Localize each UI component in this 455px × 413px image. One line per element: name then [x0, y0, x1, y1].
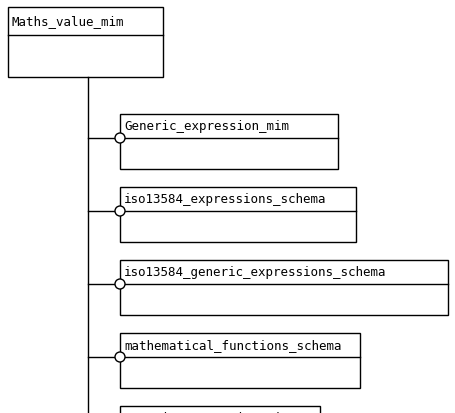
Circle shape	[115, 352, 125, 362]
Text: Generic_expression_mim: Generic_expression_mim	[124, 120, 289, 133]
Text: iso13584_expressions_schema: iso13584_expressions_schema	[124, 193, 327, 206]
Circle shape	[115, 279, 125, 289]
Bar	[8, 8, 163, 78]
Bar	[120, 260, 448, 315]
Bar	[120, 406, 320, 413]
Bar	[120, 188, 356, 242]
Text: Numeric_expression_mim: Numeric_expression_mim	[124, 411, 289, 413]
Text: iso13584_generic_expressions_schema: iso13584_generic_expressions_schema	[124, 266, 386, 279]
Text: mathematical_functions_schema: mathematical_functions_schema	[124, 339, 342, 351]
Bar	[120, 115, 338, 170]
Circle shape	[115, 134, 125, 144]
Circle shape	[115, 206, 125, 216]
Text: Maths_value_mim: Maths_value_mim	[12, 15, 125, 28]
Bar	[120, 333, 360, 388]
